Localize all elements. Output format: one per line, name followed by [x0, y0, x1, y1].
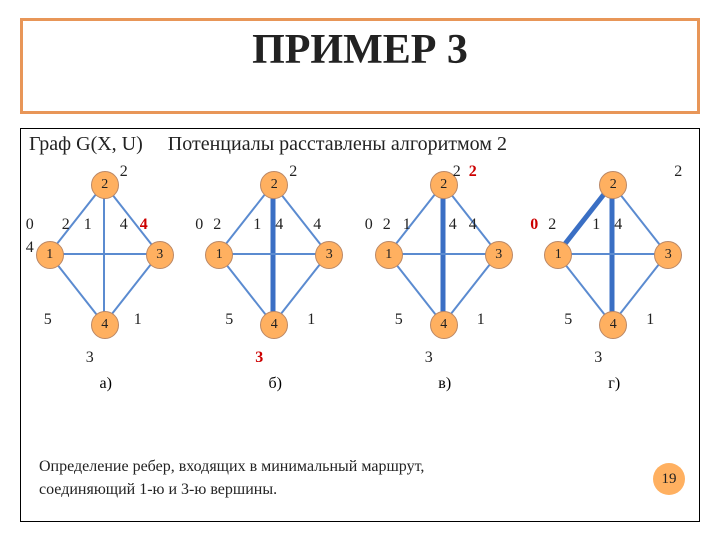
graph-b: 1234202144513б): [195, 161, 355, 401]
weight-label: 1: [84, 216, 92, 234]
graph-caption: б): [195, 375, 355, 393]
weight-label: 1: [307, 311, 315, 329]
content-frame: Граф G(X, U) Потенциалы расставлены алго…: [20, 128, 700, 522]
weight-label: 3: [425, 349, 433, 367]
subtitle-left: Граф G(X, U): [29, 133, 143, 155]
weight-label: 4: [140, 216, 148, 234]
weight-label: 2: [383, 216, 391, 234]
weight-label: 2: [469, 163, 477, 181]
graphs-row: 12342042144513а)1234202144513б)123422021…: [21, 161, 699, 401]
node-4: 4: [430, 311, 458, 339]
weight-label: 0: [530, 216, 538, 234]
weight-label: 4: [449, 216, 457, 234]
weight-label: 2: [453, 163, 461, 181]
weight-label: 2: [548, 216, 556, 234]
bottom-text: Определение ребер, входящих в минимальны…: [39, 456, 424, 501]
graph-g: 123420214513г): [534, 161, 694, 401]
graph-caption: а): [26, 375, 186, 393]
node-3: 3: [146, 241, 174, 269]
weight-label: 0: [195, 216, 203, 234]
weight-label: 1: [253, 216, 261, 234]
weight-label: 1: [477, 311, 485, 329]
weight-label: 4: [313, 216, 321, 234]
weight-label: 0: [26, 216, 34, 234]
weight-label: 4: [469, 216, 477, 234]
subtitle: Граф G(X, U) Потенциалы расставлены алго…: [29, 133, 507, 156]
weight-label: 5: [564, 311, 572, 329]
weight-label: 1: [403, 216, 411, 234]
title: ПРИМЕР 3: [0, 26, 720, 74]
weight-label: 5: [44, 311, 52, 329]
node-2: 2: [91, 171, 119, 199]
weight-label: 2: [289, 163, 297, 181]
node-3: 3: [485, 241, 513, 269]
weight-label: 4: [120, 216, 128, 234]
node-4: 4: [91, 311, 119, 339]
graph-v: 12342202144513в): [365, 161, 525, 401]
graph-caption: в): [365, 375, 525, 393]
graph-caption: г): [534, 375, 694, 393]
weight-label: 3: [86, 349, 94, 367]
weight-label: 3: [255, 349, 263, 367]
subtitle-right: Потенциалы расставлены алгоритмом 2: [168, 133, 507, 155]
weight-label: 4: [614, 216, 622, 234]
weight-label: 1: [646, 311, 654, 329]
page-number-badge: 19: [653, 463, 685, 495]
weight-label: 4: [26, 239, 34, 257]
weight-label: 2: [62, 216, 70, 234]
weight-label: 3: [594, 349, 602, 367]
weight-label: 2: [674, 163, 682, 181]
weight-label: 1: [134, 311, 142, 329]
weight-label: 2: [120, 163, 128, 181]
weight-label: 5: [395, 311, 403, 329]
weight-label: 2: [213, 216, 221, 234]
weight-label: 1: [592, 216, 600, 234]
weight-label: 0: [365, 216, 373, 234]
graph-a: 12342042144513а): [26, 161, 186, 401]
slide: ПРИМЕР 3 Граф G(X, U) Потенциалы расстав…: [0, 0, 720, 540]
node-1: 1: [36, 241, 64, 269]
weight-label: 4: [275, 216, 283, 234]
node-1: 1: [375, 241, 403, 269]
weight-label: 5: [225, 311, 233, 329]
